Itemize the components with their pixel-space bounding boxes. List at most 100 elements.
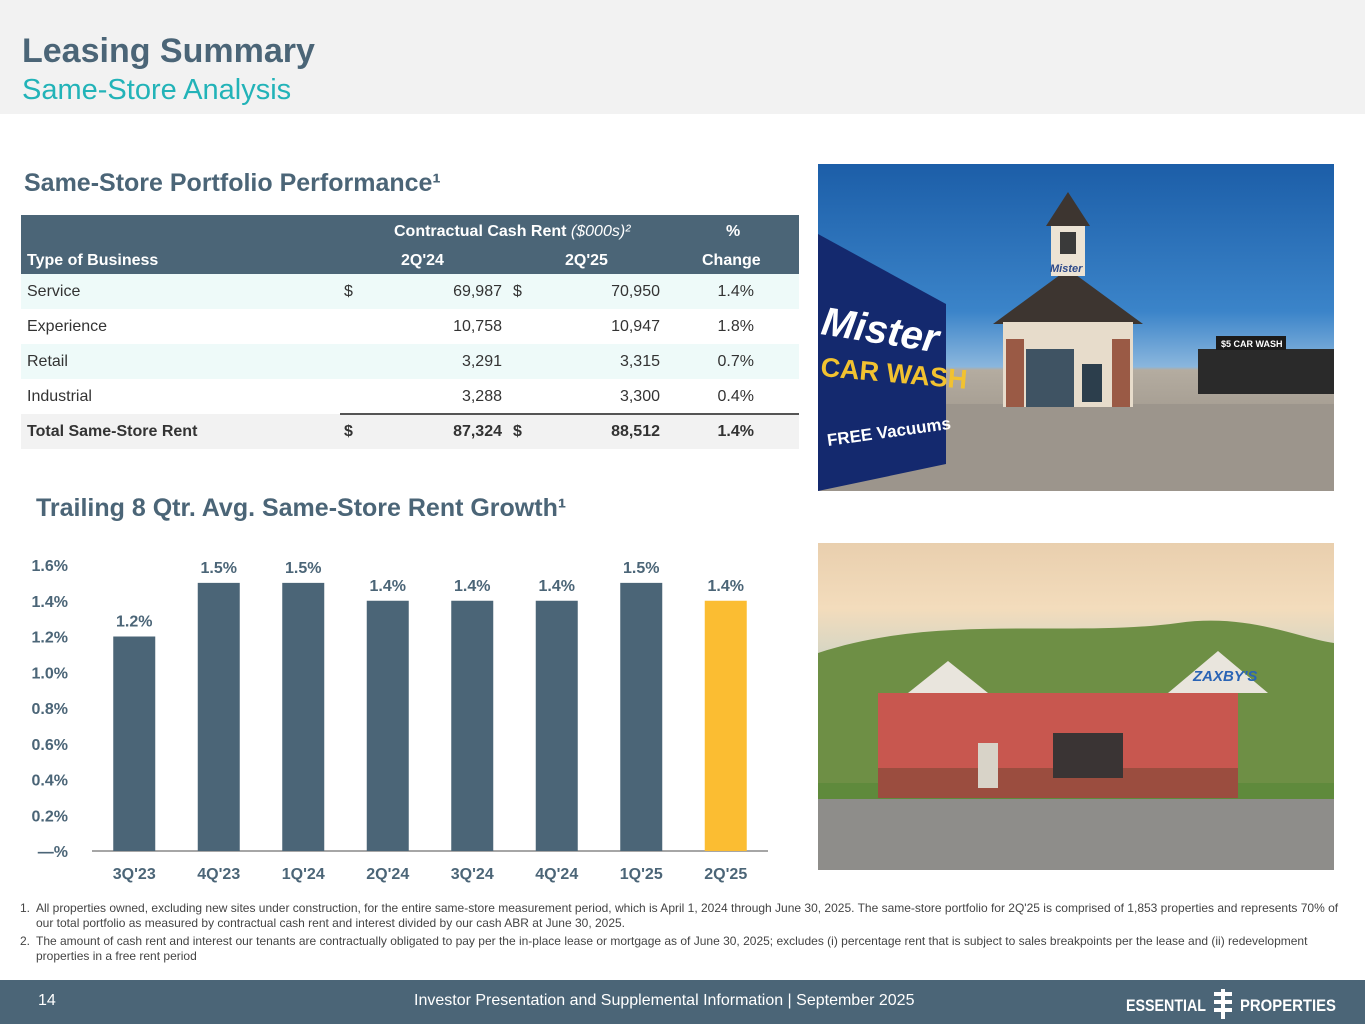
total-divider <box>340 413 799 415</box>
logo-mark-icon <box>1214 989 1232 1019</box>
x-tick-label: 4Q'23 <box>197 866 240 883</box>
row-value1: 10,758 <box>453 318 502 335</box>
sign-board-shape <box>818 234 946 491</box>
gable-right-shape <box>1168 651 1268 693</box>
tower-window-shape <box>1060 232 1076 254</box>
row-pct: 1.4% <box>717 283 754 300</box>
row-pct: 0.4% <box>717 388 754 405</box>
row-value2: 3,315 <box>619 353 660 370</box>
table-row: Industrial 3,288 3,300 0.4% <box>21 379 799 414</box>
row-dollar2: $ <box>513 283 522 300</box>
row-value2: 70,950 <box>611 283 660 300</box>
page-subtitle: Same-Store Analysis <box>22 74 292 106</box>
row-value1: 69,987 <box>453 283 502 300</box>
window-shape <box>1053 733 1123 778</box>
y-tick-label: —% <box>38 844 68 861</box>
header-band: Leasing Summary Same-Store Analysis <box>0 0 1365 114</box>
tower-sign-text: Mister <box>1050 263 1083 275</box>
logo-text-left: ESSENTIAL <box>1126 996 1206 1015</box>
footnotes: 1. All properties owned, excluding new s… <box>20 901 1340 967</box>
period1-header: 2Q'24 <box>401 252 444 269</box>
door-shape <box>1082 364 1102 402</box>
x-tick-label: 4Q'24 <box>535 866 578 883</box>
portfolio-heading: Same-Store Portfolio Performance¹ <box>24 169 441 197</box>
bar <box>535 600 578 851</box>
x-axis: 3Q'23 4Q'23 1Q'24 2Q'24 3Q'24 4Q'24 1Q'25 2Q'25 <box>113 866 748 883</box>
bar-value-label: 1.2% <box>116 614 152 631</box>
x-tick-label: 1Q'25 <box>620 866 663 883</box>
zaxbys-sign-text: ZAXBY'S <box>1192 668 1257 685</box>
bar-value-label: 1.5% <box>623 560 659 577</box>
growth-heading: Trailing 8 Qtr. Avg. Same-Store Rent Gro… <box>36 494 567 522</box>
bar-value-label: 1.4% <box>370 578 406 595</box>
x-tick-label: 3Q'24 <box>451 866 494 883</box>
footnote-2: 2. The amount of cash rent and interest … <box>20 934 1340 964</box>
x-tick-label: 2Q'25 <box>704 866 747 883</box>
brick-right-shape <box>1112 339 1130 407</box>
total-dollar1: $ <box>344 423 353 440</box>
footnote-number: 2. <box>20 934 31 948</box>
y-axis: —% 0.2% 0.4% 0.6% 0.8% 1.0% 1.2% 1.4% 1.6% <box>32 558 68 861</box>
row-name: Retail <box>27 353 68 370</box>
side-sign-board <box>1216 336 1286 350</box>
restaurant-illustration: ZAXBY'S <box>818 620 1334 870</box>
row-name: Industrial <box>27 388 92 405</box>
bar-value-label: 1.4% <box>454 578 490 595</box>
gable-left-shape <box>908 661 988 693</box>
same-store-table: Contractual Cash Rent ($000s)² % Type of… <box>21 215 799 449</box>
tower-roof-shape <box>1046 192 1090 226</box>
row-name: Service <box>27 283 81 300</box>
essential-properties-logo: ESSENTIAL PROPERTIES <box>1126 989 1336 1019</box>
rent-growth-chart: —%0.2%0.4%0.6%0.8%1.0%1.2%1.4%1.6% 1.2%1… <box>32 558 768 883</box>
row-value2: 3,300 <box>619 388 660 405</box>
y-tick-label: 1.4% <box>32 594 68 611</box>
bar-value-label: 1.5% <box>201 560 237 577</box>
total-row: Total Same-Store Rent $ 87,324 $ 88,512 … <box>21 413 799 449</box>
y-tick-label: 1.2% <box>32 630 68 647</box>
roof-shape <box>993 269 1143 324</box>
side-building-shape <box>1198 349 1334 394</box>
bar <box>366 600 409 851</box>
cash-rent-title: Contractual Cash Rent <box>394 223 567 240</box>
logo-text-right: PROPERTIES <box>1240 996 1336 1015</box>
table-header: Contractual Cash Rent ($000s)² % Type of… <box>21 215 799 274</box>
bar-value-label: 1.4% <box>708 578 744 595</box>
row-value1: 3,291 <box>461 353 502 370</box>
total-value2: 88,512 <box>611 423 660 440</box>
side-sign-text: $5 CAR WASH <box>1221 339 1283 349</box>
row-value2: 10,947 <box>611 318 660 335</box>
bar-value-label: 1.4% <box>539 578 575 595</box>
table-row: Retail 3,291 3,315 0.7% <box>21 344 799 379</box>
row-name: Experience <box>27 318 108 335</box>
cash-rent-header: Contractual Cash Rent ($000s)² <box>394 223 631 241</box>
restaurant-photo: ZAXBY'S <box>818 543 1334 870</box>
footnote-number: 1. <box>20 901 31 915</box>
y-tick-label: 1.0% <box>32 665 68 682</box>
pct-header-bottom: Change <box>702 252 761 269</box>
footnote-text: The amount of cash rent and interest our… <box>36 934 1308 963</box>
x-tick-label: 2Q'24 <box>366 866 409 883</box>
cash-rent-units: ($000s)² <box>570 223 631 240</box>
total-value1: 87,324 <box>453 423 502 440</box>
x-tick-label: 1Q'24 <box>282 866 325 883</box>
total-dollar2: $ <box>513 423 522 440</box>
door-shape <box>978 743 998 788</box>
row-value1: 3,288 <box>461 388 502 405</box>
total-name: Total Same-Store Rent <box>27 423 198 440</box>
row-pct: 0.7% <box>717 353 754 370</box>
y-tick-label: 1.6% <box>32 558 68 575</box>
row-dollar1: $ <box>344 283 353 300</box>
parking-lot-shape <box>818 798 1334 870</box>
y-tick-label: 0.2% <box>32 808 68 825</box>
page-number: 14 <box>38 992 56 1009</box>
bar <box>282 582 325 851</box>
page-title: Leasing Summary <box>22 32 315 70</box>
footer-text: Investor Presentation and Supplemental I… <box>414 992 915 1009</box>
period2-header: 2Q'25 <box>565 252 608 269</box>
footnote-text: All properties owned, excluding new site… <box>36 901 1339 930</box>
y-tick-label: 0.8% <box>32 701 68 718</box>
footnote-1: 1. All properties owned, excluding new s… <box>20 901 1340 931</box>
car-wash-photo: $5 CAR WASH Mister Mister CAR WASH FREE … <box>818 164 1334 491</box>
table-row: Service $ 69,987 $ 70,950 1.4% <box>21 274 799 309</box>
wash-bay-shape <box>1026 349 1074 407</box>
